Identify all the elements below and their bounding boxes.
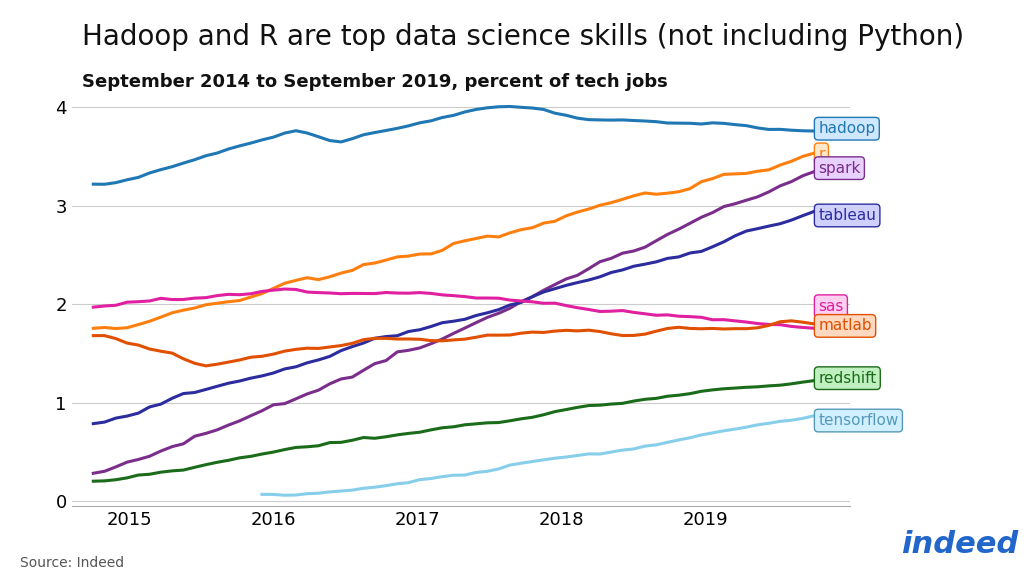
Text: spark: spark — [818, 161, 860, 176]
Text: Source: Indeed: Source: Indeed — [20, 556, 125, 570]
Text: September 2014 to September 2019, percent of tech jobs: September 2014 to September 2019, percen… — [82, 73, 668, 91]
Text: r: r — [818, 147, 824, 162]
Text: redshift: redshift — [818, 371, 877, 386]
Text: Hadoop and R are top data science skills (not including Python): Hadoop and R are top data science skills… — [82, 23, 964, 51]
Text: matlab: matlab — [818, 318, 871, 333]
Text: sas: sas — [818, 299, 844, 314]
Text: tableau: tableau — [818, 208, 877, 223]
Text: indeed: indeed — [901, 530, 1019, 559]
Text: hadoop: hadoop — [818, 121, 876, 136]
Text: tensorflow: tensorflow — [818, 413, 899, 428]
